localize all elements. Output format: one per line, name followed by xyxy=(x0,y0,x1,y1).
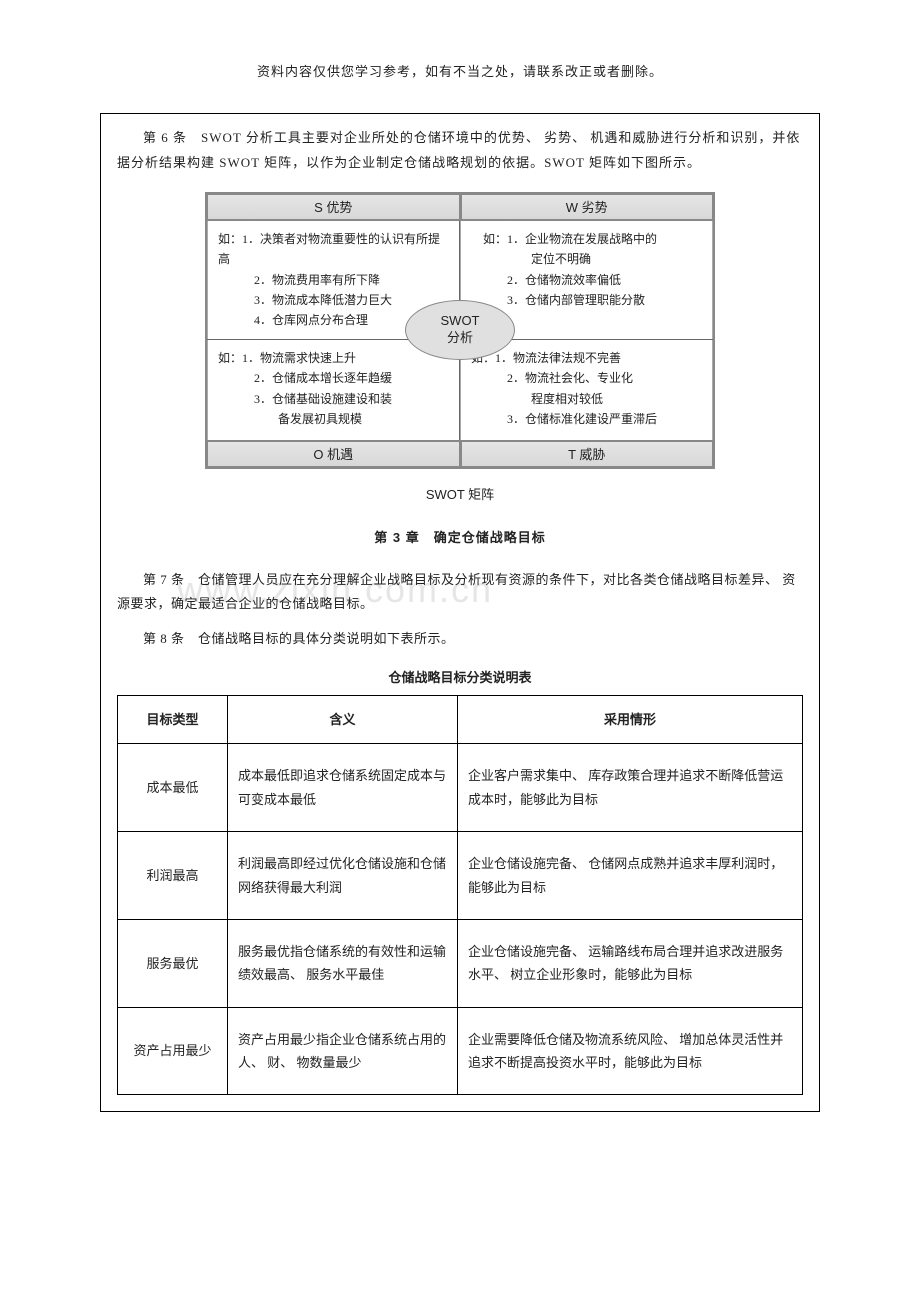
strategy-table: 目标类型 含义 采用情形 成本最低 成本最低即追求仓储系统固定成本与可变成本最低… xyxy=(117,695,803,1096)
cell-meaning: 成本最低即追求仓储系统固定成本与可变成本最低 xyxy=(228,744,458,832)
swot-header-w: W 劣势 xyxy=(461,194,714,220)
table-header-row: 目标类型 含义 采用情形 xyxy=(118,695,803,743)
content-box: 第 6 条 SWOT 分析工具主要对企业所处的仓储环境中的优势、 劣势、 机遇和… xyxy=(100,113,820,1112)
swot-header-s: S 优势 xyxy=(207,194,461,220)
header-note: 资料内容仅供您学习参考，如有不当之处，请联系改正或者删除。 xyxy=(100,60,820,83)
table-row: 服务最优 服务最优指仓储系统的有效性和运输绩效最高、 服务水平最佳 企业仓储设施… xyxy=(118,919,803,1007)
swot-oval: SWOT 分析 xyxy=(405,300,515,360)
page: 资料内容仅供您学习参考，如有不当之处，请联系改正或者删除。 第 6 条 SWOT… xyxy=(0,0,920,1152)
watermark-wrap: 第 7 条 仓储管理人员应在充分理解企业战略目标及分析现有资源的条件下，对比各类… xyxy=(117,568,803,617)
table-caption: 仓储战略目标分类说明表 xyxy=(117,666,803,689)
cell-usage: 企业仓储设施完备、 仓储网点成熟并追求丰厚利润时，能够此为目标 xyxy=(458,832,803,920)
oval-line1: SWOT xyxy=(441,313,480,330)
chapter-title: 第 3 章 确定仓储战略目标 xyxy=(117,526,803,549)
swot-footer-o: O 机遇 xyxy=(207,441,461,467)
paragraph-7: 第 7 条 仓储管理人员应在充分理解企业战略目标及分析现有资源的条件下，对比各类… xyxy=(117,568,803,617)
th-usage: 采用情形 xyxy=(458,695,803,743)
cell-type: 服务最优 xyxy=(118,919,228,1007)
cell-meaning: 服务最优指仓储系统的有效性和运输绩效最高、 服务水平最佳 xyxy=(228,919,458,1007)
table-row: 利润最高 利润最高即经过优化仓储设施和仓储网络获得最大利润 企业仓储设施完备、 … xyxy=(118,832,803,920)
cell-usage: 企业仓储设施完备、 运输路线布局合理并追求改进服务水平、 树立企业形象时，能够此… xyxy=(458,919,803,1007)
cell-usage: 企业需要降低仓储及物流系统风险、 增加总体灵活性并追求不断提高投资水平时，能够此… xyxy=(458,1007,803,1095)
th-type: 目标类型 xyxy=(118,695,228,743)
swot-footer-t: T 威胁 xyxy=(461,441,714,467)
cell-meaning: 资产占用最少指企业仓储系统占用的人、 财、 物数量最少 xyxy=(228,1007,458,1095)
cell-meaning: 利润最高即经过优化仓储设施和仓储网络获得最大利润 xyxy=(228,832,458,920)
cell-type: 资产占用最少 xyxy=(118,1007,228,1095)
table-row: 成本最低 成本最低即追求仓储系统固定成本与可变成本最低 企业客户需求集中、 库存… xyxy=(118,744,803,832)
cell-usage: 企业客户需求集中、 库存政策合理并追求不断降低营运成本时，能够此为目标 xyxy=(458,744,803,832)
th-meaning: 含义 xyxy=(228,695,458,743)
swot-matrix: S 优势 W 劣势 如：1．决策者对物流重要性的认识有所提高 2．物流费用率有所… xyxy=(205,192,715,469)
swot-footer-row: O 机遇 T 威胁 xyxy=(207,441,713,467)
swot-caption: SWOT 矩阵 xyxy=(117,483,803,506)
cell-type: 成本最低 xyxy=(118,744,228,832)
paragraph-8: 第 8 条 仓储战略目标的具体分类说明如下表所示。 xyxy=(117,627,803,652)
table-row: 资产占用最少 资产占用最少指企业仓储系统占用的人、 财、 物数量最少 企业需要降… xyxy=(118,1007,803,1095)
intro-paragraph: 第 6 条 SWOT 分析工具主要对企业所处的仓储环境中的优势、 劣势、 机遇和… xyxy=(117,126,803,175)
swot-cell-o: 如：1．物流需求快速上升 2．仓储成本增长逐年趋缓 3．仓储基础设施建设和装 备… xyxy=(207,340,460,440)
swot-header-row: S 优势 W 劣势 xyxy=(207,194,713,220)
swot-cell-t: 如：1．物流法律法规不完善 2．物流社会化、专业化 程度相对较低 3．仓储标准化… xyxy=(460,340,713,440)
cell-type: 利润最高 xyxy=(118,832,228,920)
oval-line2: 分析 xyxy=(447,330,473,347)
